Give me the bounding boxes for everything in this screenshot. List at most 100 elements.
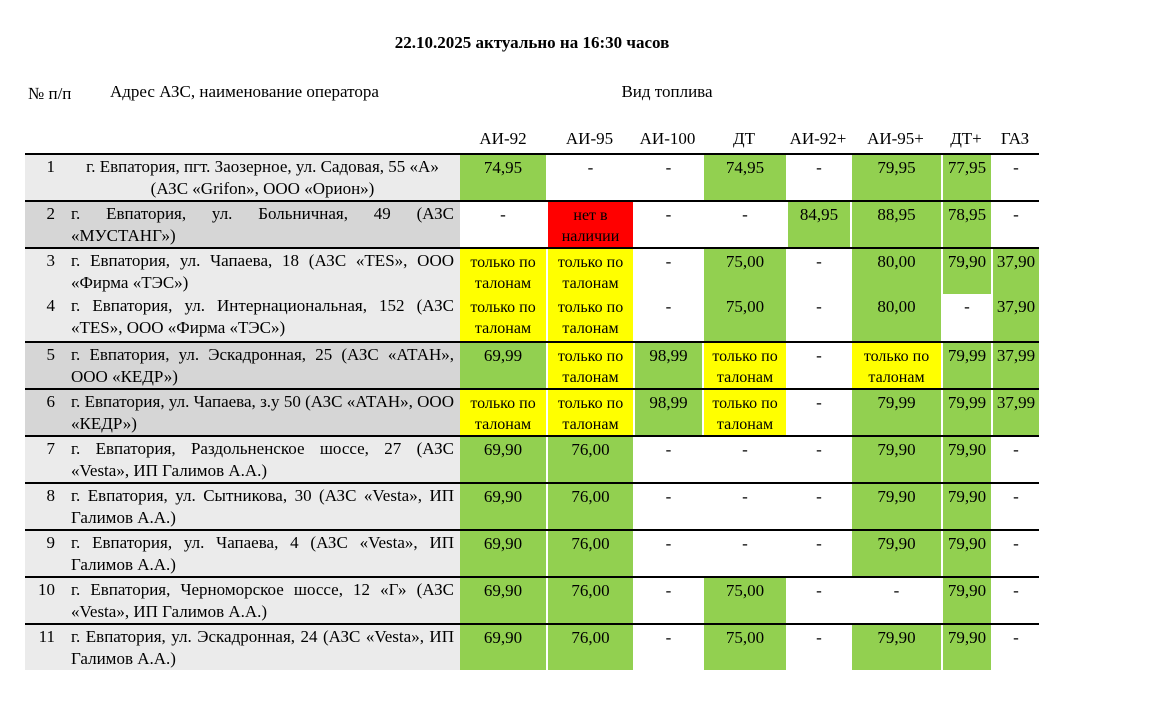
price-cell-АИ-95: только по талонам (546, 343, 633, 388)
price-cell-АИ-95+: 88,95 (850, 202, 941, 247)
row-number: 2 (25, 202, 65, 247)
fuel-column-header: ГАЗ (1000, 129, 1030, 148)
price-cell-ДТ+: 79,90 (941, 625, 991, 670)
price-cell-АИ-95+: - (850, 578, 941, 623)
price-cell-АИ-92: только по талонам (460, 294, 546, 341)
price-cell-ГАЗ: 37,90 (991, 249, 1039, 294)
price-cell-АИ-92+: - (786, 294, 850, 341)
price-cell-ДТ: 75,00 (702, 294, 786, 341)
col-header-address: Адрес АЗС, наименование оператора (110, 82, 379, 101)
price-cell-АИ-100: - (633, 155, 702, 200)
price-cell-ГАЗ: - (991, 484, 1039, 529)
price-cell-ГАЗ: - (991, 531, 1039, 576)
price-cell-АИ-92+: - (786, 249, 850, 294)
price-cell-ГАЗ: - (991, 625, 1039, 670)
fuel-type-group-header: Вид топлива (621, 82, 713, 101)
table-row: 11 г. Евпатория, ул. Эскадронная, 24 (АЗС… (25, 623, 1039, 670)
table-row: 10 г. Евпатория, Черноморское шоссе, 12 «… (25, 576, 1039, 623)
station-address: г. Евпатория, ул. Чапаева, з.у 50 (АЗС «… (65, 390, 460, 435)
price-cell-АИ-92: только по талонам (460, 390, 546, 435)
price-cell-АИ-95: 76,00 (546, 578, 633, 623)
fuel-column-header: АИ-100 (639, 129, 696, 148)
price-cell-ДТ+: - (941, 294, 991, 341)
price-cell-АИ-92: - (460, 202, 546, 247)
price-cell-АИ-92: 69,90 (460, 531, 546, 576)
price-cell-ДТ+: 79,90 (941, 437, 991, 482)
price-cell-АИ-95: нет в наличии (546, 202, 633, 247)
fuel-column-header: АИ-92+ (789, 129, 847, 148)
price-cell-АИ-100: 98,99 (633, 343, 702, 388)
table-row: 8 г. Евпатория, ул. Сытникова, 30 (АЗС «V… (25, 482, 1039, 529)
price-cell-АИ-92: только по талонам (460, 249, 546, 294)
price-cell-АИ-92+: 84,95 (786, 202, 850, 247)
page-title: 22.10.2025 актуально на 16:30 часов (394, 33, 670, 52)
price-cell-АИ-95: - (546, 155, 633, 200)
price-cell-ДТ: - (702, 437, 786, 482)
station-address: г. Евпатория, ул. Сытникова, 30 (АЗС «Ve… (65, 484, 460, 529)
row-number: 8 (25, 484, 65, 529)
price-cell-АИ-100: - (633, 578, 702, 623)
price-cell-АИ-95: 76,00 (546, 484, 633, 529)
price-cell-ДТ: - (702, 531, 786, 576)
row-number: 10 (25, 578, 65, 623)
price-cell-АИ-92+: - (786, 437, 850, 482)
price-cell-ДТ: 75,00 (702, 578, 786, 623)
row-number: 4 (25, 294, 65, 341)
price-cell-ДТ+: 79,90 (941, 249, 991, 294)
station-address: г. Евпатория, ул. Больничная, 49 (АЗС «М… (65, 202, 460, 247)
station-address: г. Евпатория, ул. Эскадронная, 25 (АЗС «… (65, 343, 460, 388)
table-row: 7 г. Евпатория, Раздольненское шоссе, 27 … (25, 435, 1039, 482)
price-cell-АИ-95+: 79,90 (850, 437, 941, 482)
price-cell-ДТ: только по талонам (702, 343, 786, 388)
price-cell-АИ-100: - (633, 484, 702, 529)
fuel-column-headers-row: АИ-92 АИ-95 АИ-100 ДТ АИ-92+ АИ-95+ ДТ+ ГАЗ (25, 129, 1039, 149)
col-header-number: № п/п (28, 84, 72, 103)
price-cell-ДТ+: 78,95 (941, 202, 991, 247)
row-number: 6 (25, 390, 65, 435)
price-cell-АИ-95: 76,00 (546, 437, 633, 482)
row-number: 11 (25, 625, 65, 670)
fuel-column-header: ДТ (733, 129, 755, 148)
fuel-column-header: ДТ+ (950, 129, 982, 148)
station-address: г. Евпатория, ул. Чапаева, 18 (АЗС «TES»… (65, 249, 460, 294)
price-cell-АИ-95+: 79,90 (850, 625, 941, 670)
row-number: 9 (25, 531, 65, 576)
price-cell-АИ-100: - (633, 531, 702, 576)
price-cell-АИ-100: - (633, 625, 702, 670)
price-cell-ГАЗ: - (991, 578, 1039, 623)
price-cell-АИ-95+: только по талонам (850, 343, 941, 388)
price-cell-АИ-100: - (633, 202, 702, 247)
price-cell-ДТ: 75,00 (702, 625, 786, 670)
price-cell-ГАЗ: - (991, 202, 1039, 247)
fuel-column-header: АИ-95 (565, 129, 614, 148)
price-cell-АИ-92+: - (786, 390, 850, 435)
table-row: 1 г. Евпатория, пгт. Заозерное, ул. Садов… (25, 153, 1039, 200)
price-cell-АИ-95+: 80,00 (850, 249, 941, 294)
price-cell-АИ-95+: 79,95 (850, 155, 941, 200)
price-cell-ДТ: 74,95 (702, 155, 786, 200)
price-cell-АИ-100: - (633, 249, 702, 294)
price-cell-ГАЗ: - (991, 155, 1039, 200)
price-cell-АИ-92: 69,90 (460, 484, 546, 529)
fuel-column-header: АИ-95+ (867, 129, 924, 148)
price-cell-АИ-92: 74,95 (460, 155, 546, 200)
station-address: г. Евпатория, Раздольненское шоссе, 27 (… (65, 437, 460, 482)
price-cell-ДТ+: 79,99 (941, 343, 991, 388)
price-cell-АИ-92+: - (786, 578, 850, 623)
row-number: 7 (25, 437, 65, 482)
price-cell-АИ-92+: - (786, 625, 850, 670)
price-cell-ГАЗ: - (991, 437, 1039, 482)
station-address: г. Евпатория, ул. Эскадронная, 24 (АЗС «… (65, 625, 460, 670)
price-cell-АИ-92: 69,90 (460, 437, 546, 482)
price-cell-АИ-92: 69,90 (460, 578, 546, 623)
row-number: 3 (25, 249, 65, 294)
table-row: 2 г. Евпатория, ул. Больничная, 49 (АЗС «… (25, 200, 1039, 247)
price-table: 1 г. Евпатория, пгт. Заозерное, ул. Садов… (25, 153, 1039, 670)
price-cell-ДТ: - (702, 202, 786, 247)
price-cell-АИ-92+: - (786, 343, 850, 388)
price-cell-АИ-95+: 80,00 (850, 294, 941, 341)
price-cell-ДТ: - (702, 484, 786, 529)
price-cell-ДТ: только по талонам (702, 390, 786, 435)
price-cell-АИ-100: 98,99 (633, 390, 702, 435)
